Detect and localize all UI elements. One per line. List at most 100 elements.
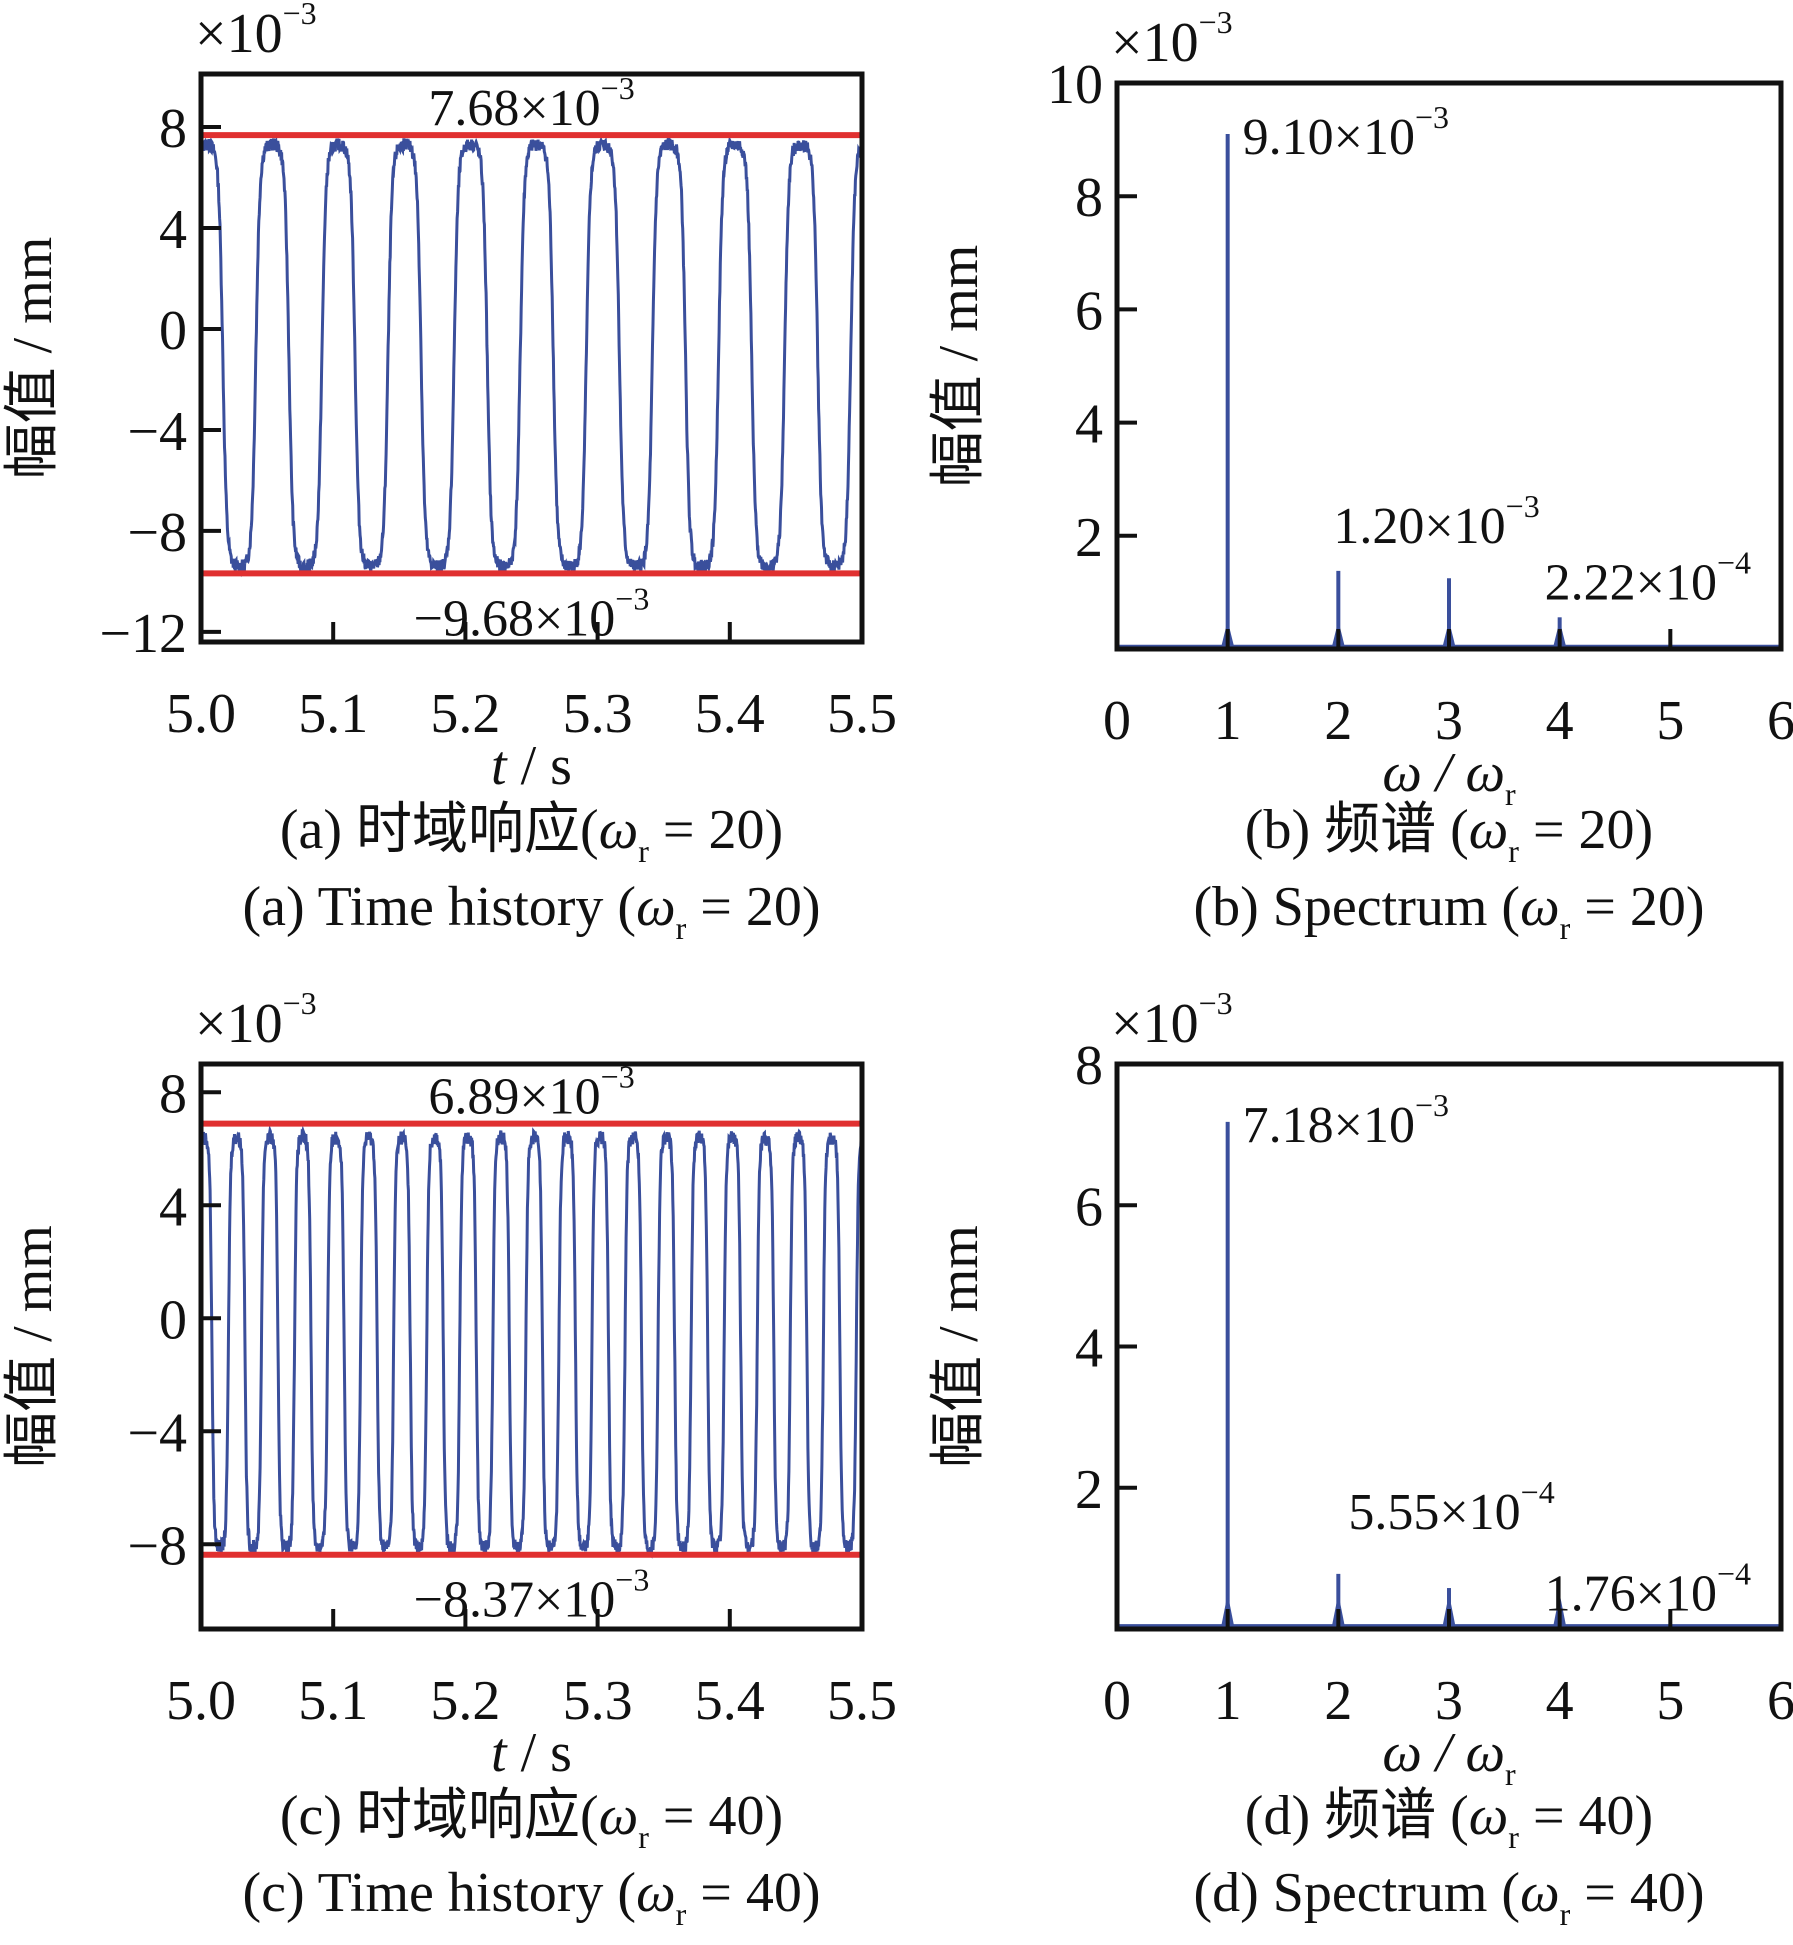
caption-prefix: (c) Time history ( [243,1862,637,1924]
x-tick-label: 5.0 [166,683,236,745]
caption-prefix: (d) Spectrum ( [1193,1862,1520,1924]
x-tick-label: 0 [1103,690,1131,752]
x-tick-label: 1 [1214,690,1242,752]
caption-tail: = 20) [686,876,820,938]
caption-tail: = 20) [1570,876,1704,938]
reference-label: −8.37×10−3 [414,1562,650,1629]
x-tick-label: 1 [1214,1670,1242,1732]
y-tick-label: 0 [159,1289,187,1351]
y-axis-label: 幅值 / mm [2,1225,64,1468]
x-tick-label: 5.4 [695,683,765,745]
x-label-unit: / s [507,735,572,797]
y-tick-label: 6 [1075,1176,1103,1238]
caption-zh: (d) 频谱 (ωr = 40) [1245,1785,1653,1855]
y-tick-label: 8 [159,98,187,160]
y-tick-label: 2 [1075,507,1103,569]
caption-omega: ω [599,1785,639,1847]
y-tick-label: 8 [159,1063,187,1125]
caption-subscript: r [1508,833,1519,869]
caption-prefix: (d) 频谱 ( [1245,1785,1469,1847]
axis-scale-factor: ×10−3 [1111,4,1233,74]
y-tick-label: 10 [1047,54,1103,116]
caption-omega: ω [636,1862,676,1924]
label-base: 9.10×10 [1243,109,1415,166]
y-tick-label: 8 [1075,1035,1103,1097]
caption-omega: ω [1520,876,1560,938]
y-tick-label: −4 [127,401,187,463]
x-tick-label: 3 [1435,690,1463,752]
caption-omega: ω [636,876,676,938]
scale-exponent: −3 [1199,4,1233,40]
caption-omega: ω [1520,1862,1560,1924]
label-exponent: −4 [1521,1474,1555,1510]
x-label-variable: t [491,1722,508,1784]
x-tick-label: 3 [1435,1670,1463,1732]
label-base: 1.20×10 [1333,498,1505,555]
x-axis-label: t / s [491,735,572,797]
peak-annotation: 2.22×10−4 [1545,544,1751,611]
plot-frame [198,71,865,645]
label-base: 7.68×10 [428,80,600,137]
x-tick-label: 6 [1767,1670,1793,1732]
x-label-unit: / s [507,1722,572,1784]
x-tick-label: 5.3 [563,683,633,745]
panel-c: 6.89×10−3−8.37×10−35.0 5.1 5.2 5.3 5.4 5.5840… [2,985,897,1932]
reference-label: −9.68×10−3 [414,580,650,647]
x-axis-label: ω / ωr [1382,1722,1516,1792]
x-label-subscript: r [1505,776,1516,812]
scale-exponent: −3 [1199,985,1233,1021]
scale-exponent: −3 [283,0,317,31]
label-exponent: −3 [1415,1087,1449,1123]
caption-omega: ω [1469,799,1509,861]
x-tick-label: 5.2 [430,1670,500,1732]
panel-a: 7.68×10−3−9.68×10−35.0 5.1 5.2 5.3 5.4 5.5840… [2,0,897,946]
peak-annotation: 7.18×10−3 [1243,1087,1449,1154]
caption-tail: = 40) [1519,1785,1653,1847]
x-tick-label: 4 [1546,1670,1574,1732]
label-base: 6.89×10 [428,1069,600,1126]
caption-prefix: (a) 时域响应( [280,799,599,861]
caption-en: (c) Time history (ωr = 40) [243,1862,821,1932]
x-axis-label: ω / ωr [1382,742,1516,812]
axis-scale-factor: ×10−3 [195,985,317,1055]
caption-subscript: r [676,910,687,946]
x-tick-label: 5.4 [695,1670,765,1732]
label-base: 1.76×10 [1545,1566,1717,1623]
x-tick-label: 5.1 [298,683,368,745]
caption-prefix: (c) 时域响应( [280,1785,599,1847]
caption-prefix: (b) 频谱 ( [1245,799,1469,861]
caption-zh: (c) 时域响应(ωr = 40) [280,1785,783,1855]
label-base: −8.37×10 [414,1572,616,1629]
y-tick-label: −4 [127,1402,187,1464]
caption-subscript: r [638,833,649,869]
label-exponent: −3 [615,1562,649,1598]
reference-label: 7.68×10−3 [428,70,634,137]
x-tick-label: 5.3 [563,1670,633,1732]
peak-annotation: 9.10×10−3 [1243,99,1449,166]
x-label-variable: ω / ω [1382,742,1505,804]
y-tick-label: −8 [127,1515,187,1577]
panel-d: 7.18×10−35.55×10−41.76×10−40 1 2 3 4 5 68642×1… [928,985,1793,1932]
x-tick-label: 6 [1767,690,1793,752]
x-tick-label: 5 [1656,690,1684,752]
label-exponent: −3 [1415,99,1449,135]
label-exponent: −3 [615,580,649,616]
caption-tail: = 20) [1519,799,1653,861]
y-tick-label: 4 [1075,1318,1103,1380]
x-tick-label: 2 [1324,1670,1352,1732]
caption-tail: = 40) [649,1785,783,1847]
y-tick-label: −12 [99,603,187,665]
caption-tail: = 20) [649,799,783,861]
y-tick-label: −8 [127,502,187,564]
y-axis-label: 幅值 / mm [2,237,64,480]
x-tick-label: 4 [1546,690,1574,752]
y-tick-label: 4 [1075,394,1103,456]
label-exponent: −4 [1717,544,1751,580]
axis-scale-factor: ×10−3 [195,0,317,65]
scale-base: ×10 [1111,12,1199,74]
y-axis-label: 幅值 / mm [928,1225,990,1468]
x-label-variable: t [491,735,508,797]
label-base: −9.68×10 [414,590,616,647]
panel-b: 9.10×10−31.20×10−32.22×10−40 1 2 3 4 5 6108642… [928,4,1793,946]
